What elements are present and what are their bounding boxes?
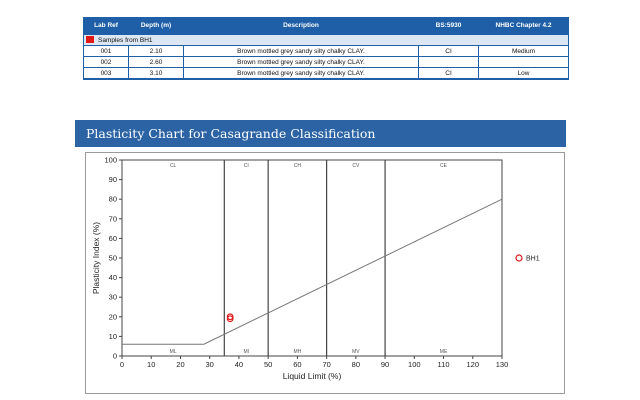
group-color-swatch — [86, 36, 94, 43]
results-table: Lab Ref Depth (m) Description BS:5930 NH… — [83, 17, 569, 80]
cell-nhbc — [478, 56, 569, 68]
x-tick-label: 130 — [496, 360, 509, 369]
cell-nhbc: Low — [478, 67, 569, 80]
cell-bs5930: CI — [418, 45, 479, 57]
zone-label-top: CH — [294, 163, 302, 169]
header-nhbc: NHBC Chapter 4.2 — [478, 17, 569, 35]
cell-lab-ref: 001 — [83, 45, 129, 57]
x-tick-label: 90 — [381, 360, 389, 369]
header-description: Description — [183, 17, 419, 35]
zone-label-bottom: MV — [352, 349, 360, 355]
cell-bs5930: CI — [418, 67, 479, 80]
x-tick-label: 10 — [147, 360, 155, 369]
zone-label-bottom: ME — [440, 349, 448, 355]
chart-title: Plasticity Chart for Casagrande Classifi… — [86, 126, 376, 141]
x-tick-label: 30 — [206, 360, 214, 369]
group-label: Samples from BH1 — [98, 37, 153, 44]
cell-bs5930 — [418, 56, 479, 68]
zone-label-top: CV — [352, 163, 360, 169]
cell-depth: 2.10 — [128, 45, 184, 57]
y-tick-label: 100 — [104, 156, 117, 165]
y-tick-label: 70 — [109, 214, 117, 223]
x-tick-label: 20 — [176, 360, 184, 369]
x-axis-label: Liquid Limit (%) — [283, 371, 342, 381]
y-tick-label: 10 — [109, 332, 117, 341]
plasticity-chart: 0 10 20 30 40 50 60 70 80 90 100 110 120 130 0 10 20 30 40… — [91, 156, 540, 382]
x-tick-label: 50 — [264, 360, 272, 369]
cell-depth: 3.10 — [128, 67, 184, 80]
header-lab-ref: Lab Ref — [83, 17, 129, 35]
cell-depth: 2.60 — [128, 56, 184, 68]
zone-label-bottom: MH — [293, 349, 301, 355]
header-bs5930: BS:5930 — [418, 17, 479, 35]
plot-area — [121, 159, 503, 357]
y-tick-label: 80 — [109, 195, 117, 204]
x-tick-label: 70 — [322, 360, 330, 369]
group-cell: Samples from BH1 — [83, 34, 569, 46]
cell-lab-ref: 002 — [83, 56, 129, 68]
table-row: 003 3.10 Brown mottled grey sandy silty … — [83, 67, 569, 80]
cell-description: Brown mottled grey sandy silty chalky CL… — [183, 67, 419, 80]
y-tick-label: 30 — [109, 293, 117, 302]
zone-label-top: CE — [440, 163, 448, 169]
x-tick-label: 80 — [352, 360, 360, 369]
y-tick-label: 20 — [109, 312, 117, 321]
y-tick-label: 60 — [109, 234, 117, 243]
cell-description: Brown mottled grey sandy silty chalky CL… — [183, 45, 419, 57]
zone-label-top: CL — [170, 163, 177, 169]
x-tick-label: 110 — [438, 360, 450, 369]
header-depth: Depth (m) — [128, 17, 184, 35]
data-point — [226, 315, 234, 323]
y-tick-label: 90 — [109, 175, 117, 184]
table-row: 001 2.10 Brown mottled grey sandy silty … — [83, 45, 569, 57]
zone-label-top: CI — [244, 163, 249, 169]
y-tick-label: 0 — [113, 352, 117, 361]
a-line — [122, 198, 503, 345]
table-header-row: Lab Ref Depth (m) Description BS:5930 NH… — [83, 17, 569, 35]
cell-nhbc: Medium — [478, 45, 569, 57]
legend-label: BH1 — [526, 256, 540, 263]
x-tick-label: 40 — [235, 360, 243, 369]
zone-label-bottom: ML — [170, 349, 177, 355]
legend-marker — [515, 254, 523, 262]
x-tick-label: 0 — [120, 360, 124, 369]
x-tick-label: 60 — [293, 360, 301, 369]
x-tick-label: 120 — [467, 360, 480, 369]
table-row: 002 2.60 Brown mottled grey sandy silty … — [83, 56, 569, 68]
y-axis-label: Plasticity Index (%) — [91, 222, 101, 294]
table-group-row: Samples from BH1 — [83, 34, 569, 46]
y-tick-label: 40 — [109, 273, 117, 282]
y-tick-label: 50 — [109, 254, 117, 263]
x-tick-label: 100 — [408, 360, 421, 369]
cell-description: Brown mottled grey sandy silty chalky CL… — [183, 56, 419, 68]
chart-title-banner: Plasticity Chart for Casagrande Classifi… — [75, 120, 566, 147]
data-point — [226, 313, 234, 321]
chart-frame: 0 10 20 30 40 50 60 70 80 90 100 110 120 130 0 10 20 30 40… — [85, 152, 565, 394]
cell-lab-ref: 003 — [83, 67, 129, 80]
zone-label-bottom: MI — [243, 349, 249, 355]
